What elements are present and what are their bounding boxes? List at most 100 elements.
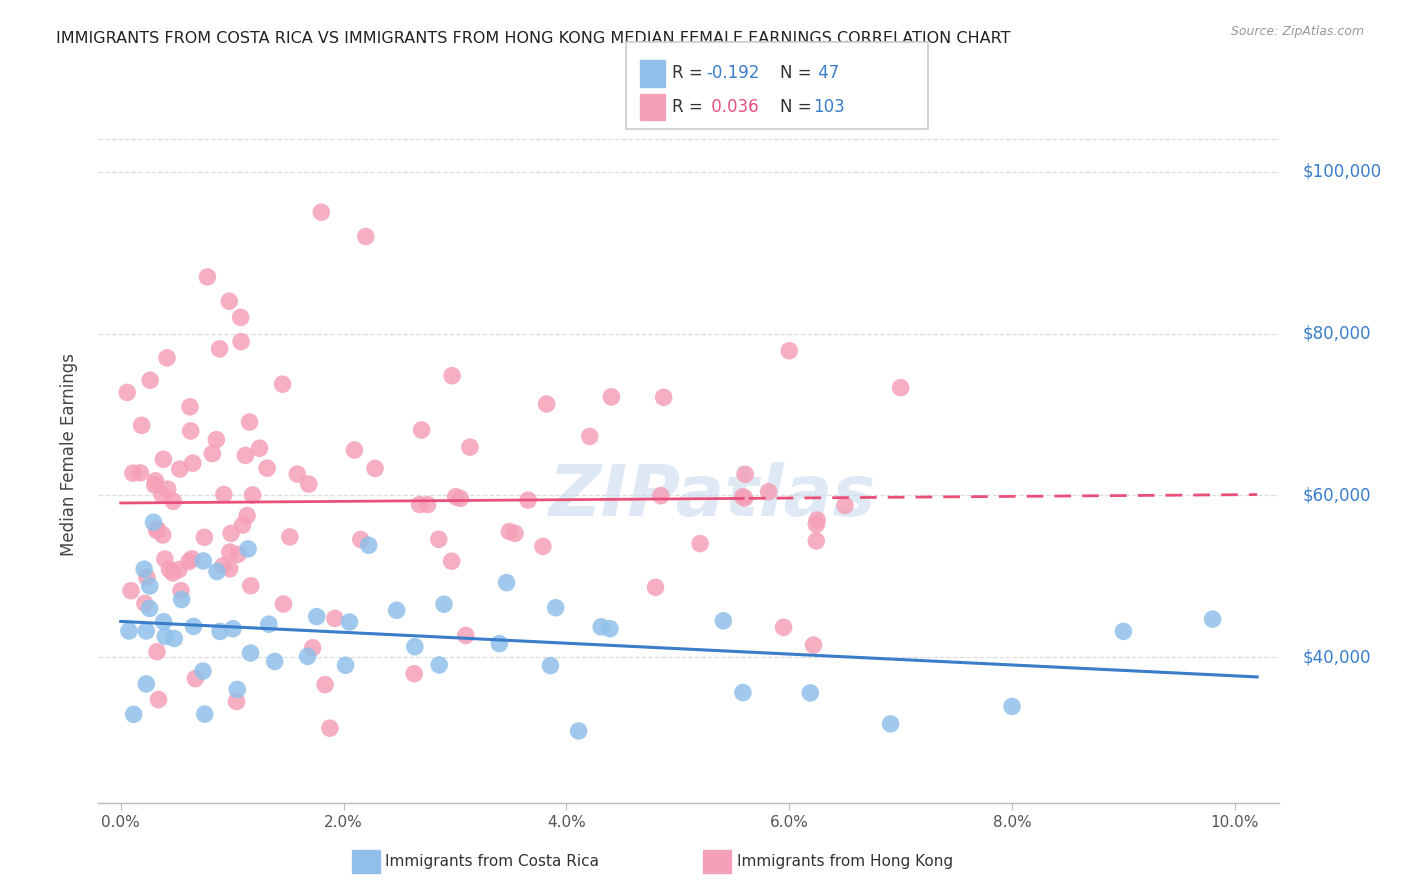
Point [225, 694, 247, 708]
Point [153, 552, 176, 566]
Point [335, 658, 357, 673]
Point [177, 555, 200, 569]
Point [257, 617, 280, 632]
Point [212, 487, 235, 501]
Point [138, 601, 160, 615]
Point [139, 373, 162, 387]
Point [136, 570, 159, 584]
Point [454, 628, 477, 642]
Text: $60,000: $60,000 [1302, 486, 1371, 504]
Point [408, 498, 430, 512]
Point [568, 723, 591, 738]
Point [122, 466, 145, 480]
Point [273, 597, 295, 611]
Text: 0.036: 0.036 [706, 98, 758, 116]
Point [834, 499, 856, 513]
Point [644, 580, 666, 594]
Point [309, 205, 332, 219]
Point [218, 562, 240, 576]
Point [440, 554, 463, 568]
Point [411, 423, 433, 437]
Point [162, 566, 184, 580]
Point [503, 526, 526, 541]
Point [170, 583, 193, 598]
Point [232, 518, 254, 533]
Point [433, 597, 456, 611]
Point [169, 462, 191, 476]
Point [135, 677, 157, 691]
Point [242, 488, 264, 502]
Point [301, 640, 323, 655]
Point [297, 649, 319, 664]
Point [319, 721, 342, 735]
Point [404, 640, 426, 654]
Point [201, 447, 224, 461]
Point [205, 565, 228, 579]
Point [879, 716, 901, 731]
Point [600, 390, 623, 404]
Point [734, 491, 756, 505]
Point [142, 515, 165, 529]
Point [298, 477, 321, 491]
Point [711, 614, 734, 628]
Point [218, 545, 240, 559]
Point [236, 508, 259, 523]
Point [799, 686, 821, 700]
Point [180, 551, 202, 566]
Point [305, 609, 328, 624]
Point [235, 449, 257, 463]
Point [193, 554, 215, 568]
Point [385, 603, 408, 617]
Point [427, 657, 450, 672]
Point [194, 707, 217, 722]
Point [652, 390, 675, 404]
Point [416, 498, 439, 512]
Point [256, 461, 278, 475]
Point [162, 494, 184, 508]
Point [689, 536, 711, 550]
Point [806, 517, 828, 532]
Text: $100,000: $100,000 [1302, 162, 1382, 181]
Text: Source: ZipAtlas.com: Source: ZipAtlas.com [1230, 25, 1364, 38]
Text: IMMIGRANTS FROM COSTA RICA VS IMMIGRANTS FROM HONG KONG MEDIAN FEMALE EARNINGS C: IMMIGRANTS FROM COSTA RICA VS IMMIGRANTS… [56, 31, 1011, 46]
Point [229, 334, 252, 349]
Point [354, 229, 377, 244]
Point [148, 692, 170, 706]
Text: Immigrants from Hong Kong: Immigrants from Hong Kong [737, 855, 953, 869]
Point [314, 678, 336, 692]
Point [404, 666, 426, 681]
Point [145, 524, 167, 538]
Point [180, 424, 202, 438]
Point [531, 540, 554, 554]
Point [890, 381, 912, 395]
Text: $40,000: $40,000 [1302, 648, 1371, 666]
Point [218, 294, 240, 309]
Point [152, 452, 174, 467]
Text: ZIPatlas: ZIPatlas [548, 462, 876, 531]
Point [193, 530, 215, 544]
Point [578, 429, 600, 443]
Point [156, 351, 179, 365]
Point [236, 541, 259, 556]
Y-axis label: Median Female Earnings: Median Female Earnings [59, 353, 77, 557]
Point [488, 637, 510, 651]
Point [146, 522, 169, 536]
Point [806, 513, 828, 527]
Point [441, 368, 464, 383]
Point [734, 467, 756, 482]
Point [427, 533, 450, 547]
Point [544, 600, 567, 615]
Text: R =: R = [672, 64, 709, 82]
Point [239, 415, 262, 429]
Point [135, 624, 157, 638]
Point [167, 563, 190, 577]
Point [134, 562, 156, 576]
Point [650, 489, 672, 503]
Point [159, 562, 181, 576]
Point [209, 624, 232, 639]
Point [143, 478, 166, 492]
Text: -0.192: -0.192 [706, 64, 759, 82]
Point [179, 400, 201, 414]
Point [239, 579, 262, 593]
Point [163, 632, 186, 646]
